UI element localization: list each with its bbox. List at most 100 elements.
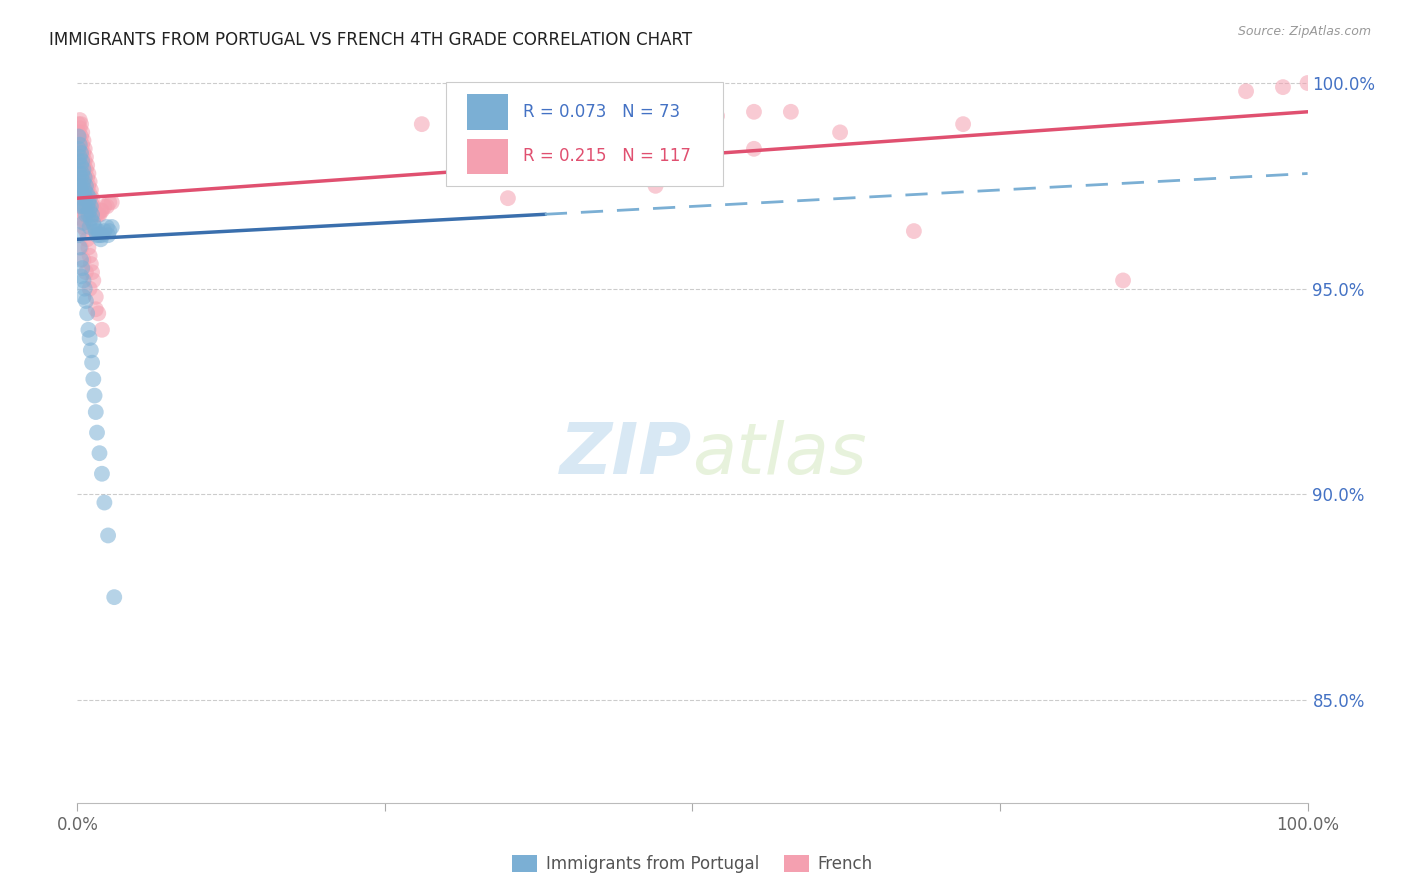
Point — [77, 195, 100, 210]
Point — [72, 273, 94, 287]
Point — [70, 154, 93, 169]
Point — [72, 175, 94, 189]
Point — [70, 145, 93, 160]
Point — [76, 232, 98, 246]
Point — [70, 117, 93, 131]
Point — [70, 203, 93, 218]
Point — [76, 187, 98, 202]
Point — [73, 216, 96, 230]
Point — [75, 191, 97, 205]
Point — [620, 109, 643, 123]
Point — [82, 208, 104, 222]
Point — [73, 170, 96, 185]
Point — [101, 195, 124, 210]
Point — [75, 224, 97, 238]
Point — [93, 495, 115, 509]
Point — [72, 134, 94, 148]
Point — [67, 137, 90, 152]
Point — [87, 208, 110, 222]
Point — [72, 208, 94, 222]
Point — [952, 117, 974, 131]
Point — [70, 137, 93, 152]
Point — [80, 183, 103, 197]
Point — [70, 269, 93, 284]
Point — [93, 199, 115, 213]
Point — [70, 167, 93, 181]
Point — [97, 528, 120, 542]
Point — [86, 208, 108, 222]
Point — [82, 265, 104, 279]
Point — [98, 224, 121, 238]
Point — [70, 129, 93, 144]
Text: ZIP: ZIP — [560, 420, 693, 490]
Point — [82, 216, 104, 230]
Point — [76, 306, 98, 320]
Point — [97, 228, 120, 243]
Point — [77, 178, 100, 193]
Point — [93, 224, 115, 238]
Point — [75, 208, 97, 222]
Point — [70, 211, 93, 226]
Point — [90, 203, 112, 218]
Point — [70, 125, 93, 139]
Point — [72, 145, 94, 160]
Point — [79, 203, 101, 218]
Point — [72, 252, 94, 267]
Point — [903, 224, 925, 238]
Point — [83, 388, 105, 402]
Text: IMMIGRANTS FROM PORTUGAL VS FRENCH 4TH GRADE CORRELATION CHART: IMMIGRANTS FROM PORTUGAL VS FRENCH 4TH G… — [49, 31, 692, 49]
Point — [534, 113, 557, 128]
Point — [75, 178, 97, 193]
Point — [1234, 84, 1257, 98]
Point — [69, 183, 91, 197]
Point — [90, 228, 114, 243]
Point — [82, 191, 104, 205]
Point — [69, 145, 91, 160]
Point — [70, 183, 93, 197]
Point — [1112, 273, 1135, 287]
Point — [96, 199, 118, 213]
Point — [1296, 76, 1319, 90]
Point — [75, 162, 97, 177]
Point — [70, 191, 93, 205]
Point — [69, 150, 91, 164]
Point — [77, 323, 100, 337]
Point — [82, 273, 104, 287]
Text: R = 0.215   N = 117: R = 0.215 N = 117 — [523, 147, 690, 165]
FancyBboxPatch shape — [467, 95, 508, 130]
Point — [73, 183, 96, 197]
Point — [70, 191, 93, 205]
Point — [79, 175, 101, 189]
Point — [79, 219, 101, 234]
Point — [73, 154, 96, 169]
Point — [77, 167, 100, 181]
Point — [69, 195, 91, 210]
Point — [70, 178, 93, 193]
Point — [72, 162, 94, 177]
Point — [90, 323, 114, 337]
Point — [72, 290, 94, 304]
Point — [76, 158, 98, 172]
Point — [79, 331, 101, 345]
Text: atlas: atlas — [693, 420, 868, 490]
Point — [742, 142, 765, 156]
Point — [84, 208, 107, 222]
Point — [583, 117, 606, 131]
Point — [76, 183, 98, 197]
Point — [67, 125, 90, 139]
Point — [73, 142, 96, 156]
Point — [69, 241, 91, 255]
Point — [79, 191, 101, 205]
Point — [69, 178, 91, 193]
Point — [75, 178, 97, 193]
FancyBboxPatch shape — [447, 82, 723, 186]
Point — [77, 241, 100, 255]
Point — [780, 104, 803, 119]
Point — [96, 219, 118, 234]
Point — [84, 224, 107, 238]
Point — [72, 187, 94, 202]
Point — [67, 178, 90, 193]
Point — [67, 117, 90, 131]
Point — [70, 167, 93, 181]
Point — [73, 199, 96, 213]
